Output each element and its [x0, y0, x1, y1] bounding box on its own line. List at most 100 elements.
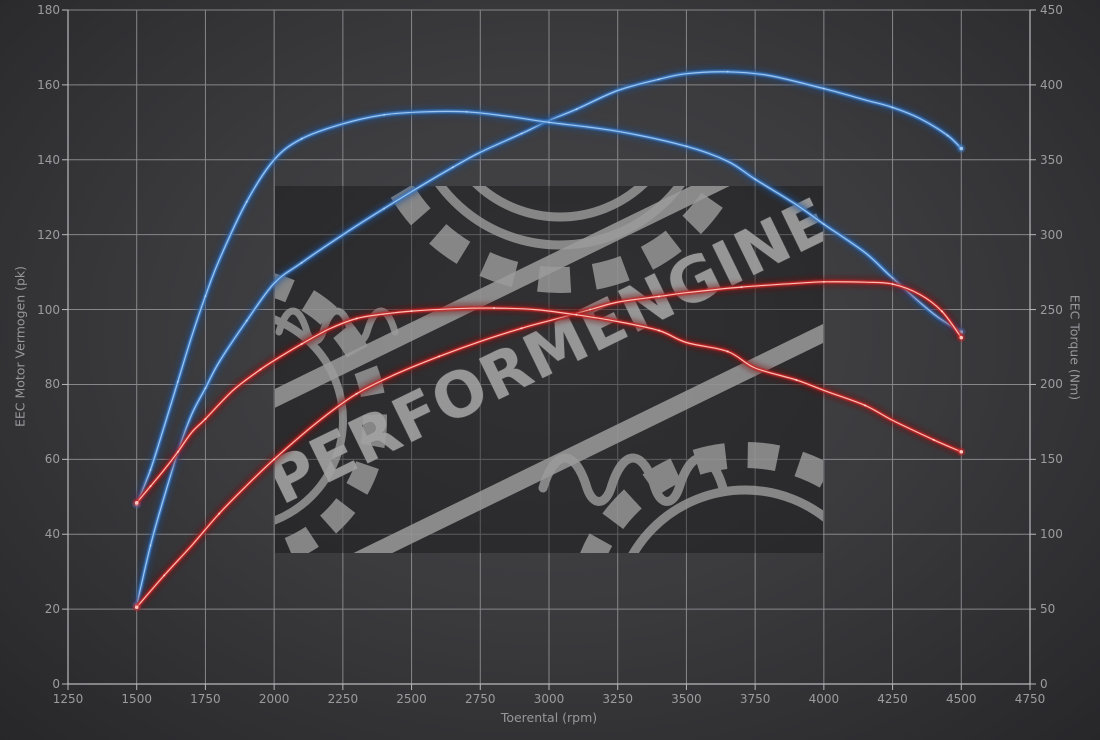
data-point-marker — [383, 113, 386, 116]
curve-body — [135, 279, 963, 609]
curve-core — [136, 307, 962, 504]
data-point-marker — [465, 110, 468, 113]
y-left-tick-label: 0 — [52, 677, 60, 691]
y-right-tick-label: 250 — [1040, 302, 1063, 317]
data-point-marker — [204, 295, 207, 298]
data-point-marker — [410, 310, 413, 313]
x-tick-label: 4500 — [946, 692, 977, 706]
data-point-marker — [685, 145, 688, 148]
curve-glow — [133, 277, 965, 611]
series-torque-blue-curve — [132, 106, 966, 509]
wave-line-icon — [275, 307, 399, 345]
x-tick-label: 2250 — [327, 692, 359, 706]
x-tick-label: 4250 — [877, 692, 908, 706]
y-left-tick-label: 180 — [37, 3, 60, 17]
curve-glow — [132, 67, 965, 607]
curve-end-dot — [959, 146, 964, 151]
data-point-marker — [383, 207, 386, 210]
data-point-marker — [864, 404, 867, 407]
series-power-red-curve — [132, 277, 966, 612]
gear-icon-bottom-right — [580, 442, 823, 553]
data-point-marker — [176, 380, 179, 383]
y-right-tick-label: 350 — [1040, 152, 1063, 167]
x-tick-label: 3500 — [671, 692, 702, 706]
y-right-axis-title: EEC Torque (Nm) — [1067, 294, 1083, 401]
data-point-marker — [176, 450, 179, 453]
curve-body — [134, 69, 963, 606]
y-left-tick-label: 20 — [44, 602, 60, 617]
data-point-marker — [355, 317, 358, 320]
y-right-tick-label: 300 — [1040, 227, 1063, 242]
curve-end-dot — [134, 500, 139, 505]
data-point-marker — [891, 283, 894, 286]
x-tick-label: 3250 — [602, 692, 633, 706]
x-tick-label: 1750 — [190, 692, 221, 706]
data-point-marker — [822, 87, 825, 90]
y-left-tick-label: 40 — [44, 527, 60, 542]
data-point-marker — [575, 313, 578, 316]
data-point-marker — [245, 319, 248, 322]
wave-line-icon — [538, 453, 728, 506]
x-tick-label: 2000 — [258, 692, 290, 706]
data-point-marker — [300, 261, 303, 264]
data-point-marker — [932, 438, 935, 441]
y-left-tick-label: 140 — [37, 152, 60, 167]
curve-core — [136, 71, 962, 606]
y-right-tick-label: 150 — [1040, 452, 1063, 467]
data-point-marker — [520, 327, 523, 330]
data-point-marker — [218, 512, 221, 515]
x-axis-title: Toerental (rpm) — [500, 710, 598, 725]
data-point-marker — [204, 387, 207, 390]
data-point-marker — [355, 392, 358, 395]
data-point-marker — [946, 134, 949, 137]
data-point-marker — [451, 166, 454, 169]
curve-end-dot — [134, 605, 139, 610]
data-point-marker — [149, 544, 152, 547]
data-point-marker — [589, 308, 592, 311]
data-point-marker — [891, 277, 894, 280]
y-right-tick-label: 0 — [1040, 677, 1048, 691]
data-point-marker — [300, 343, 303, 346]
x-tick-label: 3750 — [739, 692, 771, 706]
curve-core — [136, 281, 962, 608]
y-left-axis-title: EEC Motor Vermogen (pk) — [12, 265, 28, 428]
series-power-blue-curve — [132, 67, 966, 610]
data-point-marker — [493, 307, 496, 310]
data-point-marker — [891, 106, 894, 109]
curve-end-dot — [959, 450, 964, 454]
y-left-tick-label: 100 — [37, 302, 60, 317]
x-tick-label: 2750 — [465, 692, 496, 706]
data-point-marker — [149, 468, 152, 471]
y-right-tick-label: 200 — [1040, 377, 1063, 392]
data-point-marker — [754, 178, 757, 181]
y-right-tick-label: 50 — [1040, 602, 1056, 617]
data-point-marker — [149, 485, 152, 488]
y-right-tick-label: 100 — [1040, 527, 1063, 542]
gear-icon-left — [275, 273, 387, 553]
data-point-marker — [548, 121, 550, 124]
x-tick-label: 4750 — [1014, 692, 1046, 706]
data-point-marker — [259, 368, 262, 371]
x-tick-label: 1500 — [121, 692, 152, 706]
x-tick-label: 2500 — [396, 692, 427, 706]
data-point-marker — [822, 280, 825, 283]
data-point-marker — [657, 329, 660, 332]
watermark-gears — [275, 186, 823, 553]
curve-core — [136, 110, 962, 505]
gear-icon-top — [384, 186, 736, 293]
data-point-marker — [245, 200, 248, 203]
data-point-marker — [941, 310, 944, 313]
x-tick-label: 4000 — [808, 692, 840, 706]
data-point-marker — [575, 108, 578, 111]
data-point-marker — [740, 286, 743, 289]
data-point-marker — [822, 223, 825, 226]
data-point-marker — [273, 458, 276, 461]
x-tick-label: 3000 — [533, 692, 565, 706]
data-point-marker — [163, 574, 166, 577]
data-point-marker — [657, 295, 660, 298]
data-point-marker — [795, 378, 798, 381]
watermark: PERFORMENGINE — [275, 186, 823, 553]
